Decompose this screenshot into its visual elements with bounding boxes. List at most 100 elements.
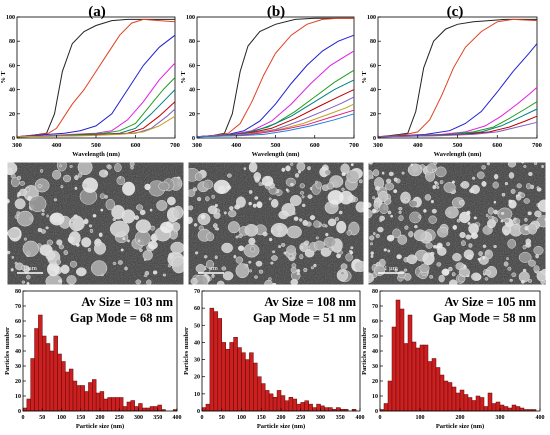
sem-particle [40,229,46,234]
histogram-bar [253,362,258,412]
sem-particle [302,219,308,226]
sem-particle [216,280,225,285]
sem-particle [515,195,522,201]
sem-particle [481,181,487,187]
sem-particle [105,198,116,211]
sem-image-c: 1 µm [367,161,547,286]
sem-particle [432,244,438,249]
sem-particle [325,232,329,237]
sem-particle [252,203,257,208]
sem-particle [66,275,77,285]
spectrum-line-2 [196,17,354,138]
sem-particle [254,196,259,200]
sem-particle [413,229,427,242]
y-tick-label: 80 [15,289,21,295]
histogram-bar [72,380,78,412]
sem-particle [74,186,78,190]
y-tick-label: 20 [189,112,195,118]
sem-particle [368,169,374,180]
sem-particle [16,175,22,181]
sem-particle [377,226,384,233]
scale-bar-label: 1 µm [384,265,398,272]
histogram-bar [138,403,143,412]
sem-particle [237,245,245,252]
sem-particle [188,189,196,197]
sem-particle [227,221,240,234]
sem-particle [167,264,172,268]
sem-particle [214,203,218,208]
sem-particle [375,186,381,191]
x-tick-label: 350 [336,415,345,421]
sem-particle [419,263,430,274]
sem-particle [120,248,124,252]
sem-particle [403,268,408,272]
x-tick-label: 350 [153,415,162,421]
sem-particle [144,183,151,191]
sem-particle [294,173,300,178]
sem-particle [388,171,394,177]
histogram-bar [261,383,266,412]
sem-particle [386,234,395,242]
sem-particle [290,182,294,186]
sem-particle [370,251,374,256]
sem-particle [213,223,217,227]
sem-particle [323,236,337,248]
sem-particle [460,183,463,187]
sem-particle [112,217,117,222]
sem-particle [398,206,403,211]
histogram-bar [57,353,62,412]
histogram-bar [103,398,108,412]
sem-particle [235,263,250,279]
sem-particle [69,215,85,232]
histogram-bar [221,342,226,412]
sem-particle [222,271,234,281]
x-tick-label: 400 [173,415,182,421]
histogram-bar [419,344,425,412]
sem-particle [244,223,259,237]
sem-particle [313,263,317,268]
sem-particle [77,162,93,176]
histogram-bar [34,328,39,412]
spectrum-line-3 [377,43,538,138]
x-tick-label: 100 [416,415,425,421]
sem-particle [147,240,158,250]
sem-particle [248,269,253,273]
sem-particle [500,211,505,215]
histogram-bar [447,382,453,412]
histogram-bar [84,391,89,412]
sem-particle [372,232,376,236]
sem-particle [540,280,546,285]
plot-frame [196,16,355,139]
sem-particle [486,162,490,166]
histogram-bar [519,407,525,412]
sem-particle [21,264,27,271]
sem-particle [46,239,54,246]
sem-particle [288,254,294,259]
sem-particle [401,199,405,203]
sem-particle [205,260,215,269]
y-tick-label: 80 [372,289,378,295]
histogram-bar [249,352,254,412]
sem-particle [350,163,354,167]
spectrum-line-11 [196,113,355,138]
x-tick-label: 300 [192,142,202,149]
sem-particle [197,196,202,202]
sem-particle [518,251,532,263]
gap-mode-annotation: Gap Mode = 51 nm [253,311,357,325]
x-tick-label: 50 [219,415,225,421]
x-tick-label: 50 [39,415,45,421]
sem-particle [290,266,297,274]
sem-particle [414,225,418,229]
sem-particle [533,162,538,166]
y-tick-label: 30 [15,364,21,370]
sem-particle [53,198,58,202]
histogram-bar [439,374,445,412]
sem-particle [504,181,509,186]
sem-particle [387,210,392,215]
sem-particle [253,172,262,181]
sem-particle [188,205,194,211]
y-tick-label: 40 [194,340,200,346]
x-tick-label: 100 [237,415,246,421]
sem-particle [268,237,273,242]
sem-particle [122,181,136,196]
